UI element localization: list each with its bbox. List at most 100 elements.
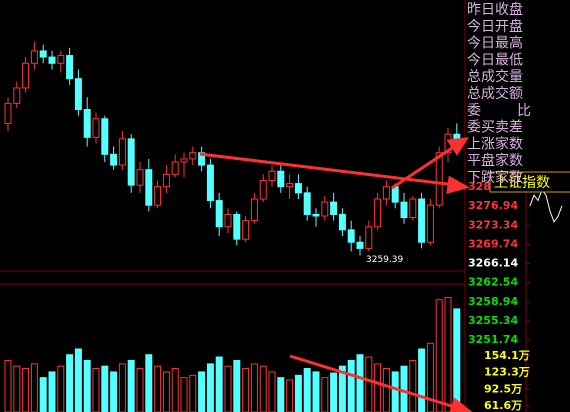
quote-label: 昨日收盘 (467, 1, 523, 18)
candle-body (400, 201, 408, 219)
annotation-arrows (199, 137, 473, 412)
volume-bar (259, 365, 267, 412)
candle-body (118, 138, 126, 166)
arrow-head (446, 175, 470, 195)
candle-body (101, 118, 109, 155)
candle-body (83, 109, 91, 138)
volume-bar (242, 367, 250, 412)
volume-bar (4, 359, 12, 412)
quote-label: 下跌家数 (467, 169, 523, 186)
volume-tick-label: 154.1万 (484, 349, 530, 362)
candle-body (206, 164, 214, 202)
volume-bar (294, 374, 302, 412)
volume-tick-label: 61.6万 (484, 399, 522, 412)
candle-body (74, 78, 82, 111)
y-tick-label: 3266.14 (468, 257, 518, 270)
arrow (289, 354, 459, 410)
volume-bar (83, 359, 91, 412)
volume-bar (101, 365, 109, 412)
candle-body (4, 102, 12, 124)
volume-bar (136, 367, 144, 412)
y-tick-label: 3262.54 (468, 276, 518, 289)
candle-body (189, 152, 197, 160)
volume-bar (180, 377, 188, 412)
volume-bar (435, 299, 443, 412)
volume-bar (338, 365, 346, 412)
arrow (391, 144, 456, 190)
volume-bar (30, 363, 38, 412)
candle-body (154, 186, 162, 206)
volume-bar (162, 371, 170, 412)
candle-body (259, 180, 267, 200)
candle-body (365, 226, 373, 249)
volume-bar (321, 377, 329, 412)
candle-body (66, 55, 74, 80)
index-box (489, 171, 570, 193)
candle-body (180, 158, 188, 163)
volume-bar (233, 359, 241, 412)
candle-body (426, 204, 434, 243)
y-tick-label: 3273.34 (468, 218, 518, 231)
volume-bar (198, 371, 206, 412)
candle-body (268, 170, 276, 182)
quote-label: 委买卖差 (467, 120, 523, 136)
candle-body (303, 192, 311, 215)
candle-body (92, 118, 100, 138)
candle-body (347, 229, 355, 243)
candle-body (330, 201, 338, 215)
volume-bar (189, 374, 197, 412)
volume-bar (22, 367, 30, 412)
volume-bar (418, 348, 426, 412)
candle-body (286, 183, 294, 188)
volume-bar (382, 367, 390, 412)
quote-label: 今日开盘 (467, 18, 523, 35)
y-tick-label: 3276.94 (468, 199, 518, 212)
candle-body (127, 138, 135, 186)
volume-bar (303, 367, 311, 412)
volume-bar (356, 354, 364, 412)
volume-bar (110, 371, 118, 412)
volume-bar (277, 377, 285, 412)
candle-body (294, 183, 302, 194)
volume-bar (154, 365, 162, 412)
volume-bar (444, 296, 452, 412)
quote-label: 平盘家数 (467, 152, 523, 169)
volume-bar (145, 354, 153, 412)
volume-bar (224, 365, 232, 412)
candle-body (215, 200, 223, 228)
volume-bar (171, 367, 179, 412)
candle-body (224, 213, 232, 228)
volume-bar (312, 371, 320, 412)
volume-bar (13, 365, 21, 412)
volume-bar (92, 367, 100, 412)
y-tick-label: 3251.74 (468, 333, 518, 346)
candle-body (453, 133, 461, 140)
volume-bar (426, 342, 434, 412)
quote-label: 今日最高 (467, 35, 523, 52)
volume-bar (374, 363, 382, 412)
candle-body (250, 198, 258, 222)
volume-bar (39, 377, 47, 412)
candle-body (233, 213, 241, 240)
volume-tick-label: 92.5万 (484, 382, 522, 395)
volume-bar (453, 308, 461, 412)
candle-body (409, 198, 417, 219)
volume-bar (250, 363, 258, 412)
volume-bar (286, 379, 294, 412)
y-tick-label: 3269.74 (468, 237, 518, 250)
volume-bar (391, 371, 399, 412)
candle-body (39, 50, 47, 58)
quote-label: 总成交额 (467, 85, 523, 102)
candle-body (110, 153, 118, 166)
index-name: 上证指数 (494, 175, 550, 191)
candle-body (162, 173, 170, 188)
intraday-line (529, 188, 563, 223)
volume-bar (347, 359, 355, 412)
volume-bar (330, 372, 338, 412)
candle-body (13, 87, 21, 104)
volume-bar (409, 359, 417, 412)
arrow-head (446, 137, 469, 156)
candle-body (321, 201, 329, 217)
